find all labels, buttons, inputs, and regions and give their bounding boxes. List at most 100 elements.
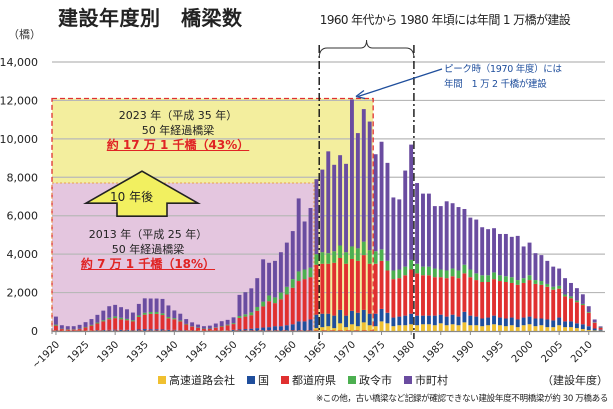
brace-icon bbox=[318, 39, 415, 59]
legend-item-designated-city: 政令市 bbox=[348, 372, 392, 388]
bar-segment bbox=[574, 288, 579, 301]
bar-segment bbox=[284, 294, 289, 326]
bar-segment bbox=[231, 317, 236, 324]
bar-segment bbox=[338, 309, 343, 324]
bar-segment bbox=[95, 330, 100, 331]
bar-segment bbox=[83, 326, 88, 328]
bar-segment bbox=[598, 327, 603, 330]
bar-segment bbox=[154, 313, 159, 330]
bar-segment bbox=[403, 266, 408, 276]
bar-segment bbox=[498, 317, 502, 326]
bar-segment bbox=[255, 328, 260, 331]
bar-segment bbox=[450, 324, 455, 331]
bar-segment bbox=[438, 206, 443, 270]
bar-segment bbox=[379, 260, 384, 309]
bar-segment bbox=[450, 276, 455, 315]
bar-segment bbox=[361, 309, 366, 323]
bar-segment bbox=[219, 326, 224, 331]
bar-segment bbox=[267, 301, 272, 328]
bar-segment bbox=[586, 306, 591, 312]
current-box-year: 2013 年（平成 25 年） bbox=[88, 228, 208, 241]
bar-segment bbox=[397, 316, 402, 326]
bar-segment bbox=[385, 323, 390, 331]
bar-segment bbox=[273, 326, 277, 331]
bar-segment bbox=[344, 252, 348, 264]
bar-segment bbox=[172, 319, 177, 330]
x-tick-label: 1990 bbox=[451, 339, 477, 365]
bar-segment bbox=[261, 306, 266, 328]
bar-segment bbox=[166, 316, 171, 319]
bar-segment bbox=[326, 151, 331, 254]
bar-segment bbox=[421, 275, 425, 316]
bar-segment bbox=[273, 303, 277, 327]
legend-label: 高速道路会社 bbox=[169, 374, 235, 387]
bar-segment bbox=[580, 294, 585, 304]
bar-segment bbox=[557, 317, 562, 326]
bar-segment bbox=[355, 312, 360, 327]
bar-segment bbox=[426, 324, 431, 331]
bar-segment bbox=[379, 141, 384, 250]
bar-segment bbox=[243, 329, 248, 331]
bar-segment bbox=[267, 295, 272, 302]
bar-segment bbox=[107, 306, 112, 318]
bar-segment bbox=[515, 280, 520, 285]
bar-segment bbox=[498, 275, 502, 282]
bar-segment bbox=[125, 309, 129, 319]
bar-segment bbox=[59, 325, 64, 329]
bar-segment bbox=[367, 250, 372, 264]
bar-segment bbox=[492, 279, 496, 316]
bar-segment bbox=[569, 296, 573, 299]
bar-segment bbox=[474, 273, 479, 281]
bar-segment bbox=[415, 263, 420, 274]
bar-segment bbox=[557, 268, 562, 286]
bar-segment bbox=[119, 319, 124, 330]
bar-segment bbox=[563, 278, 568, 295]
bar-segment bbox=[391, 317, 396, 327]
bar-segment bbox=[586, 326, 591, 331]
bar-segment bbox=[207, 325, 212, 329]
bar-segment bbox=[308, 319, 313, 331]
bar-segment bbox=[367, 121, 372, 251]
bar-segment bbox=[361, 109, 366, 242]
bar-segment bbox=[154, 298, 159, 312]
x-tick-label: 1955 bbox=[243, 339, 269, 365]
bar-segment bbox=[136, 316, 141, 330]
bar-segment bbox=[468, 325, 473, 331]
bar-segment bbox=[65, 326, 70, 330]
bar-segment bbox=[290, 231, 295, 280]
bar-segment bbox=[545, 283, 550, 287]
bar-segment bbox=[415, 325, 420, 331]
bar-segment bbox=[421, 315, 425, 325]
bar-segment bbox=[178, 320, 183, 322]
bar-segment bbox=[184, 319, 189, 324]
bar-segment bbox=[261, 301, 266, 307]
bar-segment bbox=[71, 329, 76, 331]
bar-segment bbox=[580, 329, 585, 331]
x-tick-label: 1950 bbox=[214, 339, 240, 365]
bar-segment bbox=[492, 324, 496, 331]
x-tick-label: 1985 bbox=[421, 339, 447, 365]
bar-segment bbox=[184, 323, 189, 325]
bar-segment bbox=[551, 320, 556, 328]
bar-segment bbox=[586, 330, 591, 331]
bar-segment bbox=[391, 326, 396, 331]
bar-segment bbox=[521, 317, 526, 326]
bar-segment bbox=[314, 179, 319, 255]
legend-label: 都道府県 bbox=[292, 374, 336, 387]
bar-segment bbox=[403, 325, 408, 331]
y-tick-label: 2,000 bbox=[7, 287, 39, 300]
bar-segment bbox=[480, 227, 485, 276]
bar-segment bbox=[338, 155, 343, 246]
future-box-year: 2023 年（平成 35 年） bbox=[118, 109, 238, 122]
bar-segment bbox=[580, 303, 585, 306]
bar-segment bbox=[509, 317, 514, 326]
bar-segment bbox=[539, 281, 544, 285]
bar-segment bbox=[468, 269, 473, 278]
bar-segment bbox=[391, 279, 396, 318]
bar-segment bbox=[574, 300, 579, 303]
bar-segment bbox=[367, 313, 372, 326]
bar-segment bbox=[598, 329, 603, 331]
bar-segment bbox=[486, 229, 491, 276]
bar-segment bbox=[113, 304, 118, 317]
